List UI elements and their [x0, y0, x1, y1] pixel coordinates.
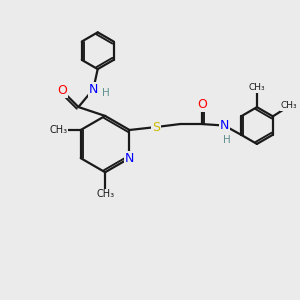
Text: N: N: [125, 152, 134, 165]
Text: H: H: [223, 135, 231, 145]
Text: CH₃: CH₃: [96, 190, 114, 200]
Text: N: N: [88, 83, 98, 96]
Text: O: O: [57, 84, 67, 97]
Text: S: S: [152, 121, 160, 134]
Text: O: O: [197, 98, 207, 111]
Text: CH₃: CH₃: [281, 101, 298, 110]
Text: CH₃: CH₃: [50, 125, 68, 135]
Text: N: N: [220, 119, 229, 132]
Text: CH₃: CH₃: [249, 83, 265, 92]
Text: H: H: [102, 88, 109, 98]
